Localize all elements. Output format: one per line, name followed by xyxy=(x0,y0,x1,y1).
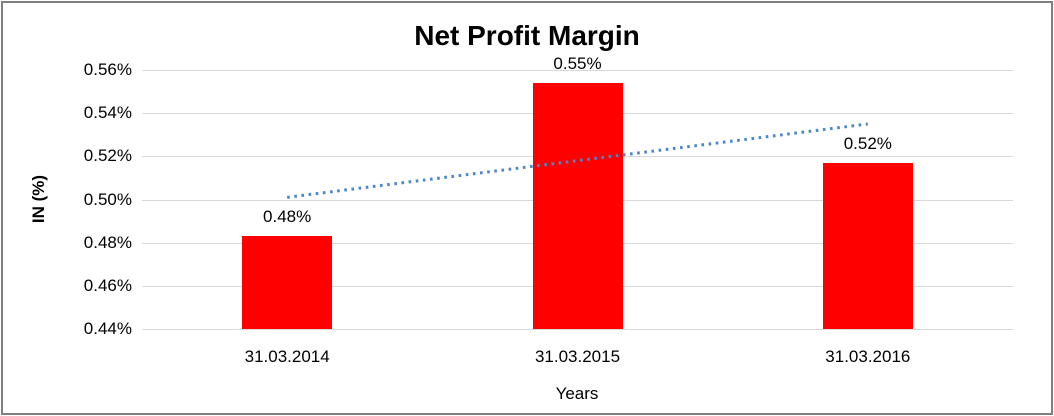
x-axis-category-label: 31.03.2016 xyxy=(825,347,911,366)
y-axis-tick-label: 0.52% xyxy=(83,146,132,166)
y-axis-tick-label: 0.46% xyxy=(83,275,132,295)
data-label: 0.52% xyxy=(843,133,892,153)
y-axis-title: IN (%) xyxy=(29,174,48,224)
y-axis-tick-label: 0.44% xyxy=(83,319,132,338)
y-axis-tick-label: 0.48% xyxy=(83,232,132,252)
chart-title: Net Profit Margin xyxy=(414,20,640,51)
x-axis-title: Years xyxy=(555,384,599,403)
y-axis-tick-label: 0.56% xyxy=(83,60,132,79)
bar-31.03.2016[interactable] xyxy=(822,162,913,329)
gridline xyxy=(142,329,1013,330)
x-axis-category-label: 31.03.2014 xyxy=(244,347,330,366)
bar-31.03.2014[interactable] xyxy=(242,236,333,329)
y-axis-tick-label: 0.54% xyxy=(83,103,132,123)
y-axis-tick-label: 0.50% xyxy=(83,189,132,209)
data-label: 0.55% xyxy=(553,53,602,73)
x-axis-category-label: 31.03.2015 xyxy=(534,347,621,366)
gridline xyxy=(142,70,1013,71)
bar-31.03.2015[interactable] xyxy=(532,82,623,329)
data-label: 0.48% xyxy=(263,207,312,227)
